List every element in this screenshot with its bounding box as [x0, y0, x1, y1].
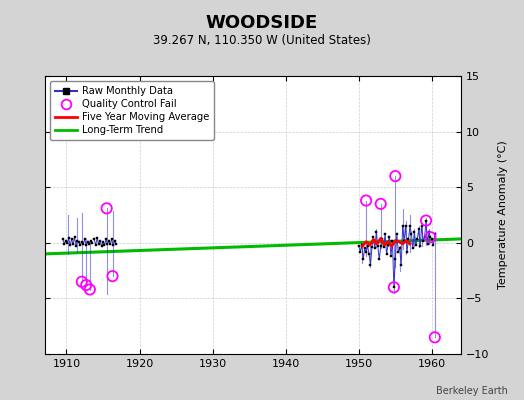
Text: Berkeley Earth: Berkeley Earth [436, 386, 508, 396]
Text: 39.267 N, 110.350 W (United States): 39.267 N, 110.350 W (United States) [153, 34, 371, 47]
Point [85, 286, 94, 293]
Point [426, 234, 434, 240]
Point [108, 273, 117, 279]
Point [422, 217, 430, 224]
Point [377, 201, 385, 207]
Point [103, 205, 111, 212]
Legend: Raw Monthly Data, Quality Control Fail, Five Year Moving Average, Long-Term Tren: Raw Monthly Data, Quality Control Fail, … [50, 81, 214, 140]
Point [431, 334, 439, 340]
Point [82, 282, 91, 288]
Point [391, 173, 399, 179]
Point [362, 197, 370, 204]
Point [390, 284, 398, 290]
Point [78, 278, 86, 285]
Y-axis label: Temperature Anomaly (°C): Temperature Anomaly (°C) [498, 141, 508, 289]
Text: WOODSIDE: WOODSIDE [206, 14, 318, 32]
